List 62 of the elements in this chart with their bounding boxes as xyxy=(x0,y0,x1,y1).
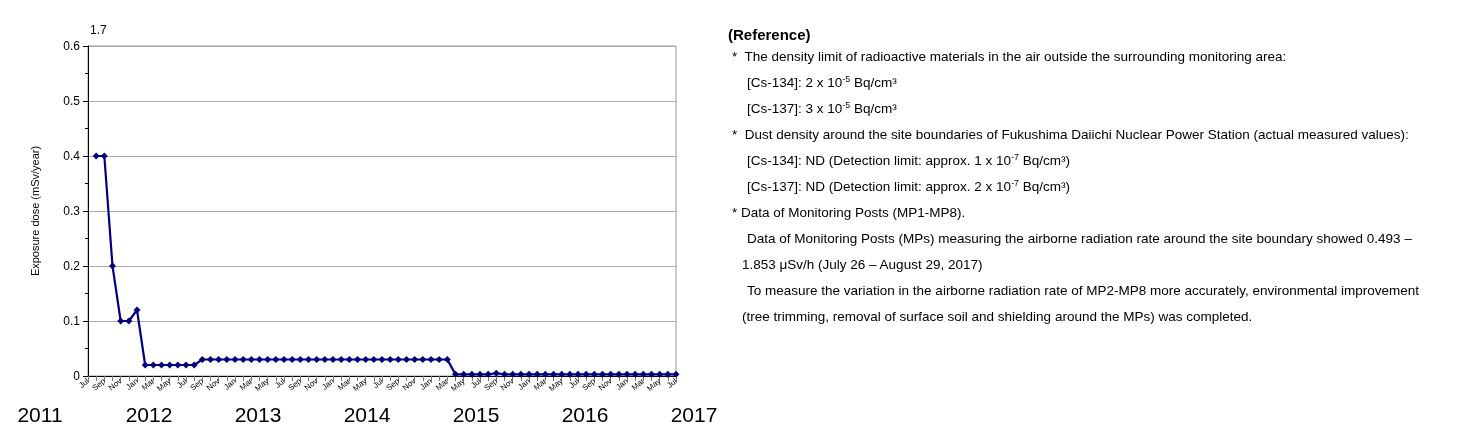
x-tick-label: Mar xyxy=(335,376,353,393)
text: 2013 xyxy=(234,403,282,426)
x-tick-label: Sep xyxy=(286,376,304,393)
y-axis-title: Exposure dose (mSv/year) xyxy=(28,145,41,277)
x-tick-label: May xyxy=(253,376,271,394)
text: 2016 xyxy=(561,403,609,426)
text: [Cs-134]: ND (Detection limit: approx. 1 x 10$^{-7}$ Bq/cm³) xyxy=(746,150,1071,170)
x-tick-label: May xyxy=(449,376,467,394)
y-tick-label: 0 xyxy=(73,369,81,383)
x-tick-label: Nov xyxy=(400,376,418,393)
x-tick-label: Nov xyxy=(302,376,320,393)
y-tick-label: 0.5 xyxy=(63,94,81,108)
x-tick-label: Jul xyxy=(175,376,190,391)
x-tick-label: May xyxy=(351,376,369,394)
text: * Data of Monitoring Posts (MP1-MP8). xyxy=(731,204,967,222)
text: (Reference) xyxy=(728,26,812,44)
text: [Cs-137]: 3 x 10$^{-5}$ Bq/cm³ xyxy=(746,98,898,118)
text: 2012 xyxy=(125,403,173,426)
text: 1.7 xyxy=(90,23,108,37)
text: [Cs-134]: 2 x 10$^{-5}$ Bq/cm³ xyxy=(746,72,898,92)
text: 2015 xyxy=(452,403,500,426)
x-tick-label: Jul xyxy=(567,376,582,391)
x-tick-label: Mar xyxy=(531,376,549,393)
x-tick-label: Mar xyxy=(237,376,255,393)
x-tick-label: Jul xyxy=(273,376,288,391)
text: 2017 xyxy=(670,403,718,426)
y-tick-label: 0.1 xyxy=(63,314,81,328)
y-tick-label: 0.2 xyxy=(63,259,81,273)
x-tick-label: Nov xyxy=(498,376,516,393)
x-tick-label: Sep xyxy=(482,376,500,393)
x-tick-label: May xyxy=(645,376,663,394)
x-tick-label: Mar xyxy=(629,376,647,393)
text: 2014 xyxy=(343,403,391,426)
text: * Dust density around the site boundaries of Fukushima Daiichi Nuclear Power Station (actual measured values): xyxy=(731,126,1410,144)
x-tick-label: May xyxy=(155,376,173,394)
x-tick-label: Jul xyxy=(665,376,680,391)
x-tick-label: Jan xyxy=(516,376,532,392)
y-tick-label: 0.3 xyxy=(63,204,81,218)
x-tick-label: Sep xyxy=(384,376,402,393)
x-tick-label: Jan xyxy=(222,376,238,392)
x-tick-label: Sep xyxy=(188,376,206,393)
y-tick-label: 0.4 xyxy=(63,149,81,163)
x-tick-label: May xyxy=(547,376,565,394)
x-tick-label: Nov xyxy=(204,376,222,393)
text: [Cs-137]: ND (Detection limit: approx. 2 x 10$^{-7}$ Bq/cm³) xyxy=(746,176,1071,196)
x-tick-label: Sep xyxy=(90,376,108,393)
text: * The density limit of radioactive materials in the air outside the surrounding monitoring area: xyxy=(731,48,1288,66)
x-tick-label: Nov xyxy=(106,376,124,393)
x-tick-label: Mar xyxy=(433,376,451,393)
x-tick-label: Nov xyxy=(596,376,614,393)
x-tick-label: Jul xyxy=(469,376,484,391)
x-tick-label: Jan xyxy=(320,376,336,392)
x-tick-label: Jul xyxy=(371,376,386,391)
x-tick-label: Jan xyxy=(418,376,434,392)
text: To measure the variation in the airborne radiation rate of MP2-MP8 more accurately, environmental improvement (tree trimming, removal of surface soil and shielding around the MPs) was completed. xyxy=(741,282,1421,326)
y-tick-label: 0.6 xyxy=(63,39,81,53)
text: Data of Monitoring Posts (MPs) measuring the airborne radiation rate around the site boundary showed 0.493 – 1.853 μSv/h (July 26 – August 29, 2017) xyxy=(741,230,1413,274)
x-tick-label: Sep xyxy=(580,376,598,393)
x-tick-label: Jan xyxy=(124,376,140,392)
x-tick-label: Mar xyxy=(139,376,157,393)
text: 2011 xyxy=(17,403,63,426)
x-tick-label: Jan xyxy=(614,376,630,392)
